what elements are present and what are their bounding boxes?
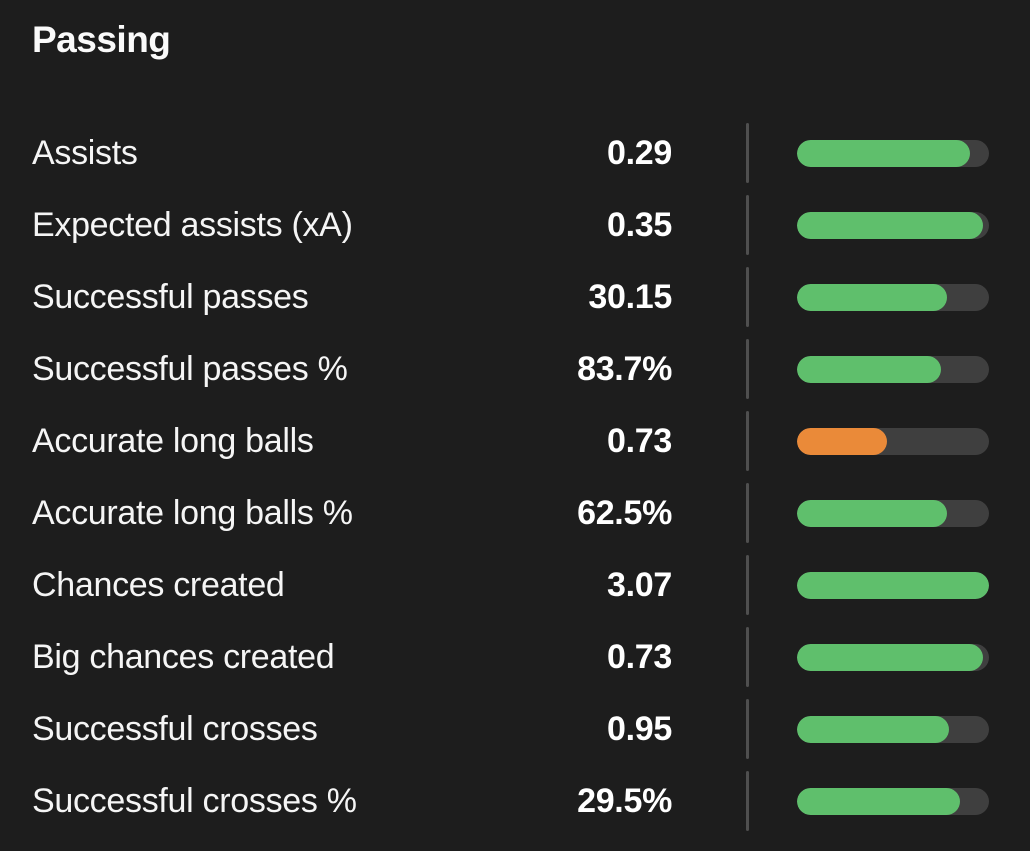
stat-row: Assists 0.29 bbox=[32, 117, 989, 189]
stat-value: 0.73 bbox=[607, 637, 672, 676]
stat-row: Chances created 3.07 bbox=[32, 549, 989, 621]
stat-label: Accurate long balls bbox=[32, 421, 314, 460]
stat-bar-track bbox=[797, 499, 989, 527]
row-divider bbox=[746, 555, 749, 615]
stat-bar-fill bbox=[797, 139, 970, 167]
row-divider bbox=[746, 339, 749, 399]
stat-label: Expected assists (xA) bbox=[32, 205, 353, 244]
stat-row: Expected assists (xA) 0.35 bbox=[32, 189, 989, 261]
stat-row: Successful passes 30.15 bbox=[32, 261, 989, 333]
stat-label: Successful passes % bbox=[32, 349, 348, 388]
stat-label: Successful crosses % bbox=[32, 781, 357, 820]
row-divider bbox=[746, 483, 749, 543]
row-divider bbox=[746, 771, 749, 831]
stat-value: 29.5% bbox=[577, 781, 672, 820]
stat-bar-fill bbox=[797, 211, 984, 239]
stat-bar-track bbox=[797, 643, 989, 671]
stat-row: Accurate long balls % 62.5% bbox=[32, 477, 989, 549]
stat-bar-track bbox=[797, 211, 989, 239]
stat-value: 0.95 bbox=[607, 709, 672, 748]
stat-bar-fill bbox=[797, 715, 949, 743]
row-divider bbox=[746, 267, 749, 327]
stat-bar-track bbox=[797, 139, 989, 167]
row-divider bbox=[746, 411, 749, 471]
row-divider bbox=[746, 195, 749, 255]
stat-bar-fill bbox=[797, 571, 989, 599]
stat-value: 0.73 bbox=[607, 421, 672, 460]
stat-bar-fill bbox=[797, 283, 947, 311]
stat-value: 3.07 bbox=[607, 565, 672, 604]
section-title: Passing bbox=[32, 19, 171, 60]
stat-bar-track bbox=[797, 283, 989, 311]
stat-bar-track bbox=[797, 427, 989, 455]
stat-bar-fill bbox=[797, 643, 984, 671]
stat-bar-fill bbox=[797, 355, 941, 383]
row-divider bbox=[746, 699, 749, 759]
stat-bar-track bbox=[797, 715, 989, 743]
stat-label: Successful passes bbox=[32, 277, 309, 316]
stat-row: Successful crosses % 29.5% bbox=[32, 765, 989, 837]
stat-bar-fill bbox=[797, 787, 961, 815]
stat-value: 30.15 bbox=[588, 277, 672, 316]
stat-bar-track bbox=[797, 571, 989, 599]
stat-value: 0.29 bbox=[607, 133, 672, 172]
stat-label: Big chances created bbox=[32, 637, 335, 676]
stat-label: Successful crosses bbox=[32, 709, 318, 748]
stat-label: Assists bbox=[32, 133, 138, 172]
stat-bar-fill bbox=[797, 427, 888, 455]
stat-value: 83.7% bbox=[577, 349, 672, 388]
stat-row: Successful crosses 0.95 bbox=[32, 693, 989, 765]
stat-value: 0.35 bbox=[607, 205, 672, 244]
stat-bar-track bbox=[797, 355, 989, 383]
stat-row: Accurate long balls 0.73 bbox=[32, 405, 989, 477]
stat-row: Successful passes % 83.7% bbox=[32, 333, 989, 405]
row-divider bbox=[746, 123, 749, 183]
stat-row: Big chances created 0.73 bbox=[32, 621, 989, 693]
stats-list: Assists 0.29 Expected assists (xA) 0.35 … bbox=[32, 117, 989, 837]
stat-label: Chances created bbox=[32, 565, 285, 604]
stat-label: Accurate long balls % bbox=[32, 493, 353, 532]
row-divider bbox=[746, 627, 749, 687]
stat-bar-track bbox=[797, 787, 989, 815]
stat-bar-fill bbox=[797, 499, 947, 527]
stat-value: 62.5% bbox=[577, 493, 672, 532]
